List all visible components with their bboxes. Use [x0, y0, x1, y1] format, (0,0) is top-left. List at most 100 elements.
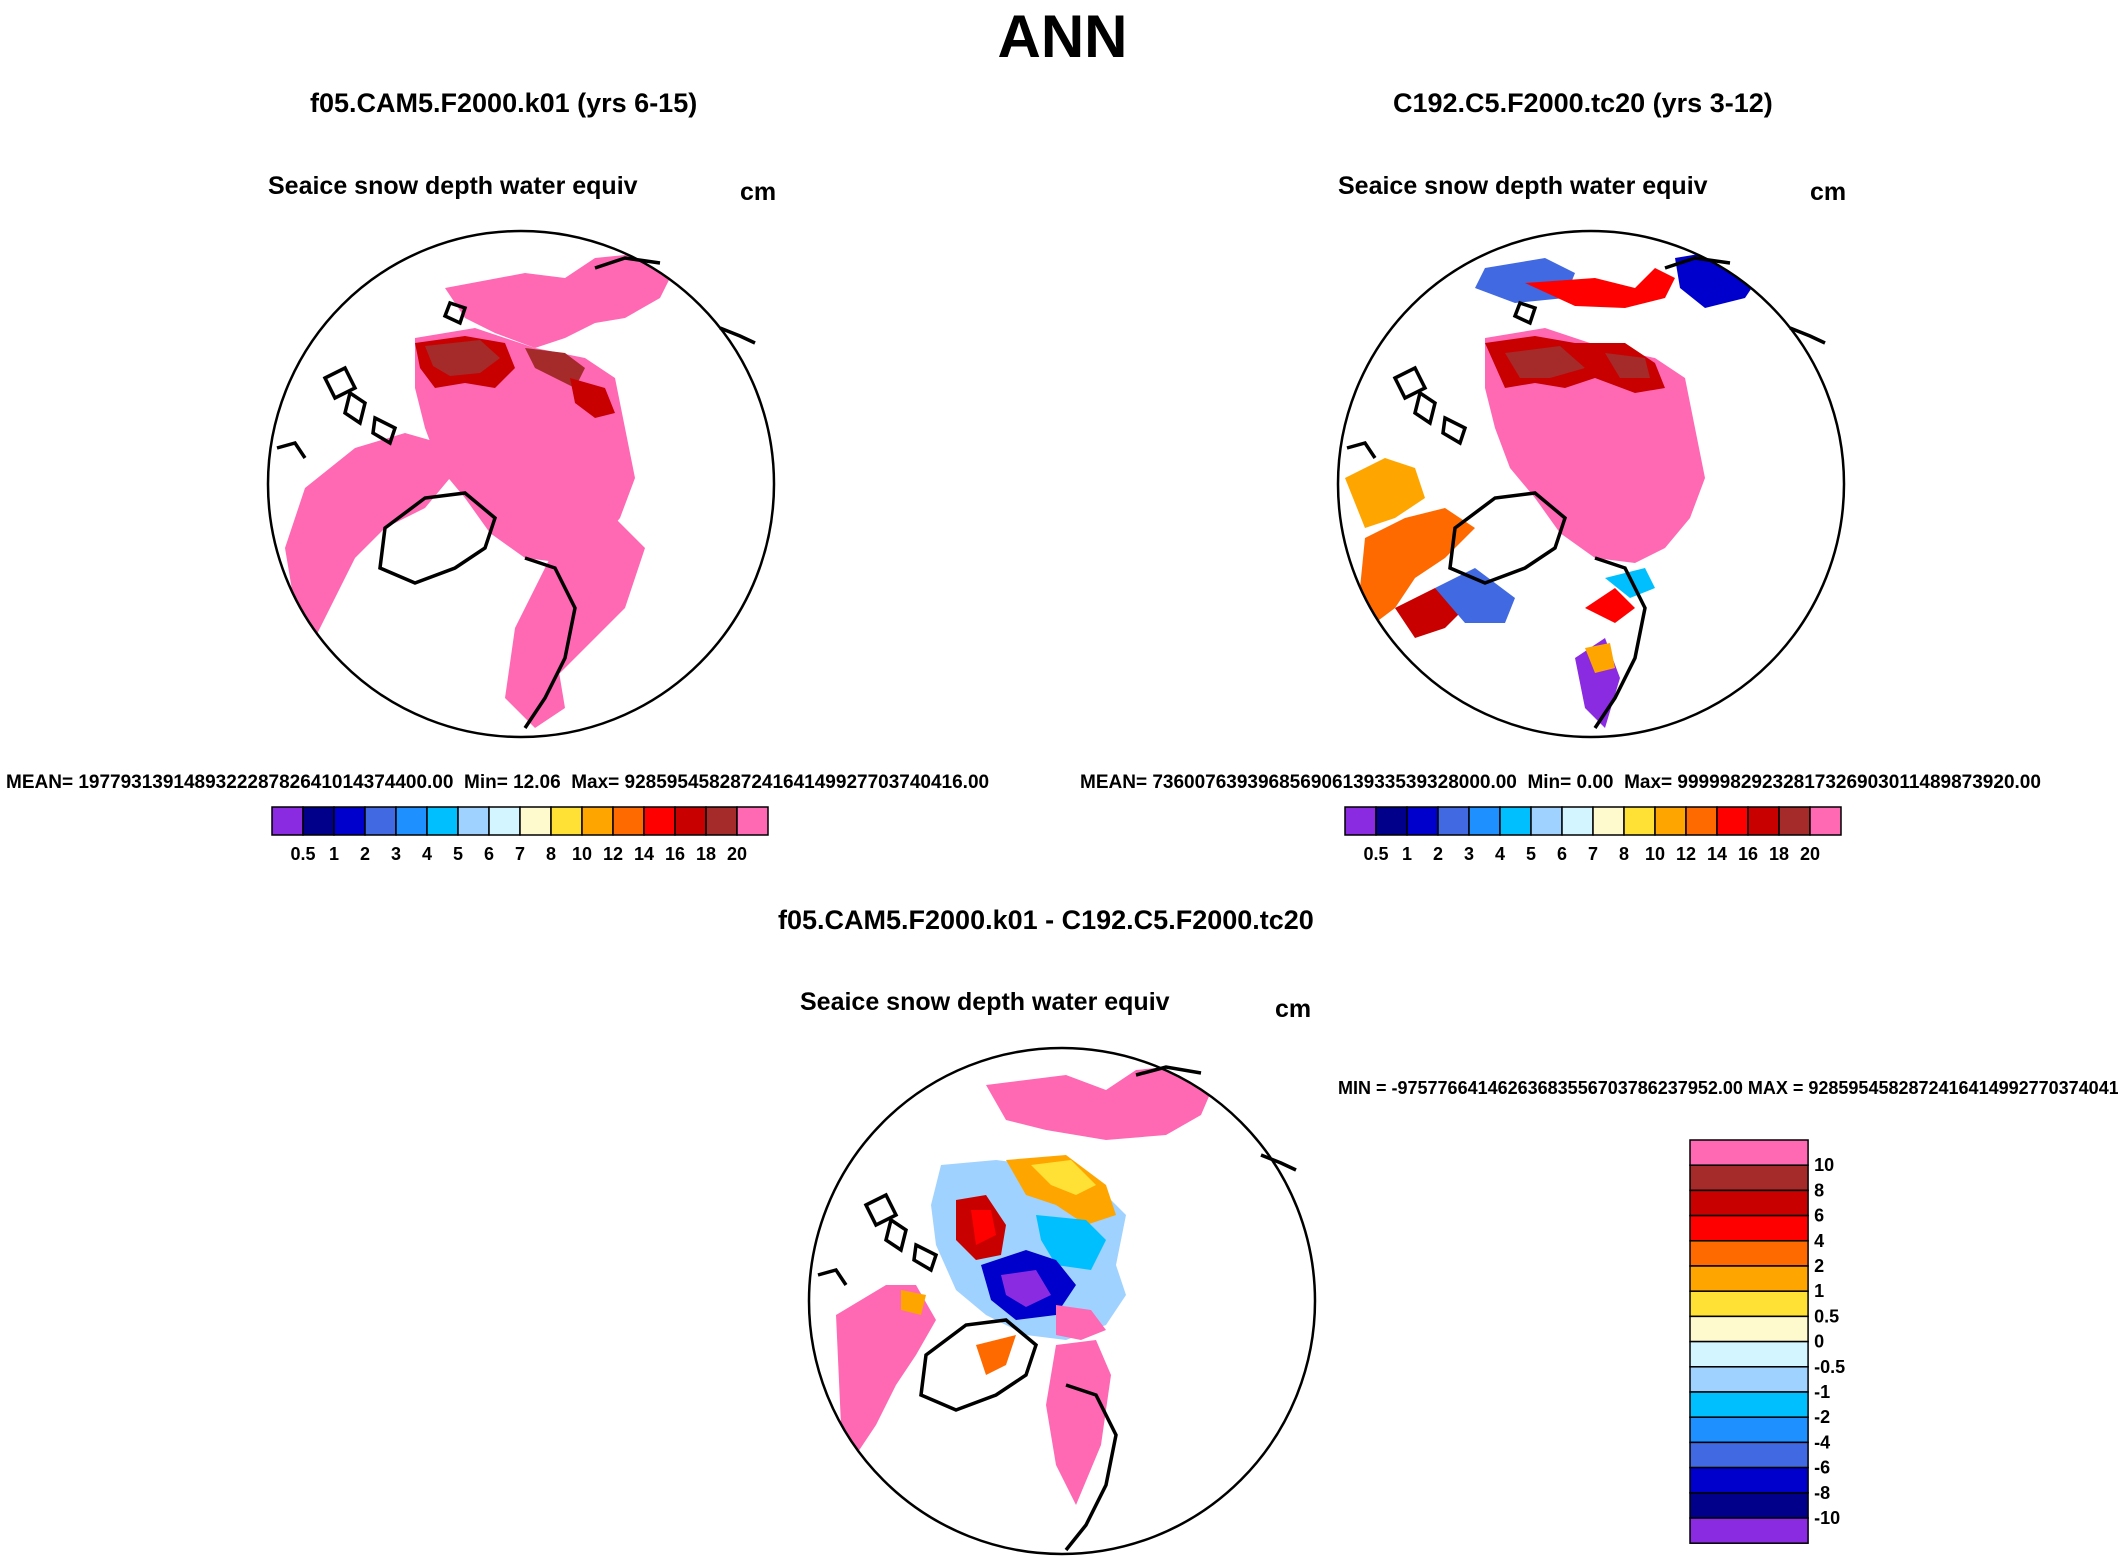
- panel-2-colorbar-tick-label: 12: [1676, 844, 1696, 864]
- panel-2-field-title: Seaice snow depth water equiv: [1338, 172, 1708, 200]
- diff-colorbar-tick-label: -6: [1814, 1458, 1830, 1478]
- diff-colorbar-color-box: [1689, 1366, 1809, 1393]
- panel-2-colorbar-color-box: [1499, 806, 1532, 836]
- panel-2-colorbar-color-box: [1592, 806, 1625, 836]
- diff-case-title: f05.CAM5.F2000.k01 - C192.C5.F2000.tc20: [778, 905, 1314, 935]
- diff-colorbar-color-box: [1689, 1466, 1809, 1494]
- diff-colorbar-color-box: [1689, 1214, 1809, 1242]
- diff-colorbar-tick-label: 8: [1814, 1180, 1824, 1200]
- panel-1-mean: MEAN= 197793139148932228782641014374400.…: [6, 772, 454, 793]
- diff-colorbar-color-box: [1689, 1492, 1809, 1519]
- diff-colorbar-color-box: [1689, 1441, 1809, 1469]
- panel-1-colorbar-color-box: [736, 806, 769, 836]
- diff-colorbar-color-box: [1689, 1340, 1809, 1368]
- panel-2-field: [1345, 243, 1780, 728]
- panel-1-colorbar-color-box: [364, 806, 397, 836]
- panel-2-colorbar-tick-label: 20: [1800, 844, 1820, 864]
- panel-2-colorbar: 0.5 1 2 3 4 5 6 7 8 10 12 14 16 18 20: [1344, 806, 1842, 864]
- panel-2-case-title: C192.C5.F2000.tc20 (yrs 3-12): [1393, 88, 1773, 118]
- panel-2-colorbar-color-box: [1623, 806, 1656, 836]
- diff-colorbar-tick-label: -10: [1814, 1508, 1840, 1528]
- panel-1-case-title: f05.CAM5.F2000.k01 (yrs 6-15): [310, 88, 698, 118]
- diff-colorbar-color-box: [1689, 1391, 1809, 1418]
- diff-colorbar-color-box: [1689, 1517, 1809, 1544]
- panel-1-colorbar: 0.5 1 2 3 4 5 6 7 8 10 12 14 16 18 20: [271, 806, 769, 864]
- diff-colorbar-tick-label: 4: [1814, 1231, 1824, 1251]
- diff-colorbar-color-box: [1689, 1164, 1809, 1192]
- diff-colorbar-color-box: [1689, 1139, 1809, 1166]
- panel-1-stats: MEAN= 197793139148932228782641014374400.…: [6, 772, 989, 794]
- diff-colorbar-color-box: [1689, 1290, 1809, 1318]
- panel-1-colorbar-color-box: [643, 806, 676, 836]
- panel-1-colorbar-tick-label: 10: [572, 844, 592, 864]
- panel-1-colorbar-tick-label: 2: [360, 844, 370, 864]
- panel-2-colorbar-color-box: [1654, 806, 1687, 836]
- panel-2-colorbar-tick-label: 8: [1619, 844, 1629, 864]
- panel-2-colorbar-tick-label: 5: [1526, 844, 1536, 864]
- diff-colorbar-color-box: [1689, 1265, 1809, 1292]
- diff-colorbar-tick-label: 10: [1814, 1155, 1834, 1175]
- panel-1-field: [285, 253, 675, 728]
- panel-1-colorbar-color-box: [550, 806, 583, 836]
- panel-2-colorbar-color-box: [1406, 806, 1439, 836]
- panel-1-colorbar-tick-label: 5: [453, 844, 463, 864]
- panel-1-colorbar-color-box: [519, 806, 552, 836]
- panel-2-max: Max= 99999829232817326903011489873920.00: [1624, 772, 2041, 793]
- panel-1-colorbar-tick-label: 14: [634, 844, 654, 864]
- panel-1-colorbar-tick-label: 16: [665, 844, 685, 864]
- diff-colorbar-tick-label: -0.5: [1814, 1357, 1845, 1377]
- panel-2-colorbar-color-box: [1747, 806, 1780, 836]
- figure-title: ANN: [997, 3, 1128, 70]
- panel-2-colorbar-tick-label: 7: [1588, 844, 1598, 864]
- panel-2-stats: MEAN= 73600763939685690613933539328000.0…: [1080, 772, 2041, 794]
- panel-1-coastlines: [276, 256, 756, 729]
- panel-1-colorbar-color-box: [488, 806, 521, 836]
- panel-2-colorbar-color-box: [1685, 806, 1718, 836]
- panel-1-colorbar-tick-label: 20: [727, 844, 747, 864]
- panel-1-colorbar-color-box: [457, 806, 490, 836]
- panel-1-colorbar-tick-label: 8: [546, 844, 556, 864]
- panel-1-max: Max= 92859545828724164149927703740416.00: [571, 772, 990, 793]
- panel-1-min: Min= 12.06: [464, 772, 561, 793]
- panel-2-colorbar-tick-label: 2: [1433, 844, 1443, 864]
- panel-1-colorbar-tick-label: 4: [422, 844, 432, 864]
- panel-1-colorbar-tick-label: 18: [696, 844, 716, 864]
- panel-1-colorbar-color-box: [333, 806, 366, 836]
- panel-2-colorbar-color-box: [1716, 806, 1749, 836]
- panel-2-colorbar-color-box: [1809, 806, 1842, 836]
- diff-colorbar-color-box: [1689, 1315, 1809, 1343]
- panel-2-colorbar-color-box: [1561, 806, 1594, 836]
- panel-1-colorbar-color-box: [395, 806, 428, 836]
- panel-2-colorbar-tick-label: 10: [1645, 844, 1665, 864]
- panel-2-colorbar-color-box: [1344, 806, 1377, 836]
- panel-2-colorbar-color-box: [1468, 806, 1501, 836]
- diff-colorbar-tick-label: 0.5: [1814, 1306, 1839, 1326]
- panel-2-mean: MEAN= 73600763939685690613933539328000.0…: [1080, 772, 1517, 793]
- panel-1-colorbar-color-box: [271, 806, 304, 836]
- diff-colorbar-tick-label: -1: [1814, 1382, 1830, 1402]
- panel-2-colorbar-tick-label: 16: [1738, 844, 1758, 864]
- panel-1-polar-map: [266, 229, 776, 739]
- diff-colorbar-tick-label: 0: [1814, 1332, 1824, 1352]
- panel-2-map-boundary: [1336, 229, 1846, 739]
- panel-2-colorbar-color-box: [1375, 806, 1408, 836]
- diff-units: cm: [1275, 995, 1312, 1023]
- diff-colorbar-color-box: [1689, 1416, 1809, 1444]
- diff-min-max: MIN = -97577664146263683556703786237952.…: [1338, 1078, 2118, 1098]
- diff-colorbar-color-box: [1689, 1240, 1809, 1267]
- diff-colorbar-tick-label: -4: [1814, 1432, 1830, 1452]
- diff-colorbar-tick-label: 1: [1814, 1281, 1824, 1301]
- panel-2-colorbar-tick-label: 1: [1402, 844, 1412, 864]
- panel-1-colorbar-tick-label: 6: [484, 844, 494, 864]
- panel-2-colorbar-tick-label: 6: [1557, 844, 1567, 864]
- panel-1-units: cm: [740, 178, 777, 206]
- panel-2-polar-map: [1336, 229, 1846, 739]
- panel-1-field-title: Seaice snow depth water equiv: [268, 172, 638, 200]
- panel-2-colorbar-tick-label: 3: [1464, 844, 1474, 864]
- diff-colorbar-tick-label: -2: [1814, 1407, 1830, 1427]
- panel-2-colorbar-color-box: [1530, 806, 1563, 836]
- panel-2-colorbar-tick-label: 18: [1769, 844, 1789, 864]
- diff-colorbar-tick-label: 6: [1814, 1206, 1824, 1226]
- panel-2-coastlines: [1346, 256, 1826, 729]
- panel-2-colorbar-tick-label: 4: [1495, 844, 1505, 864]
